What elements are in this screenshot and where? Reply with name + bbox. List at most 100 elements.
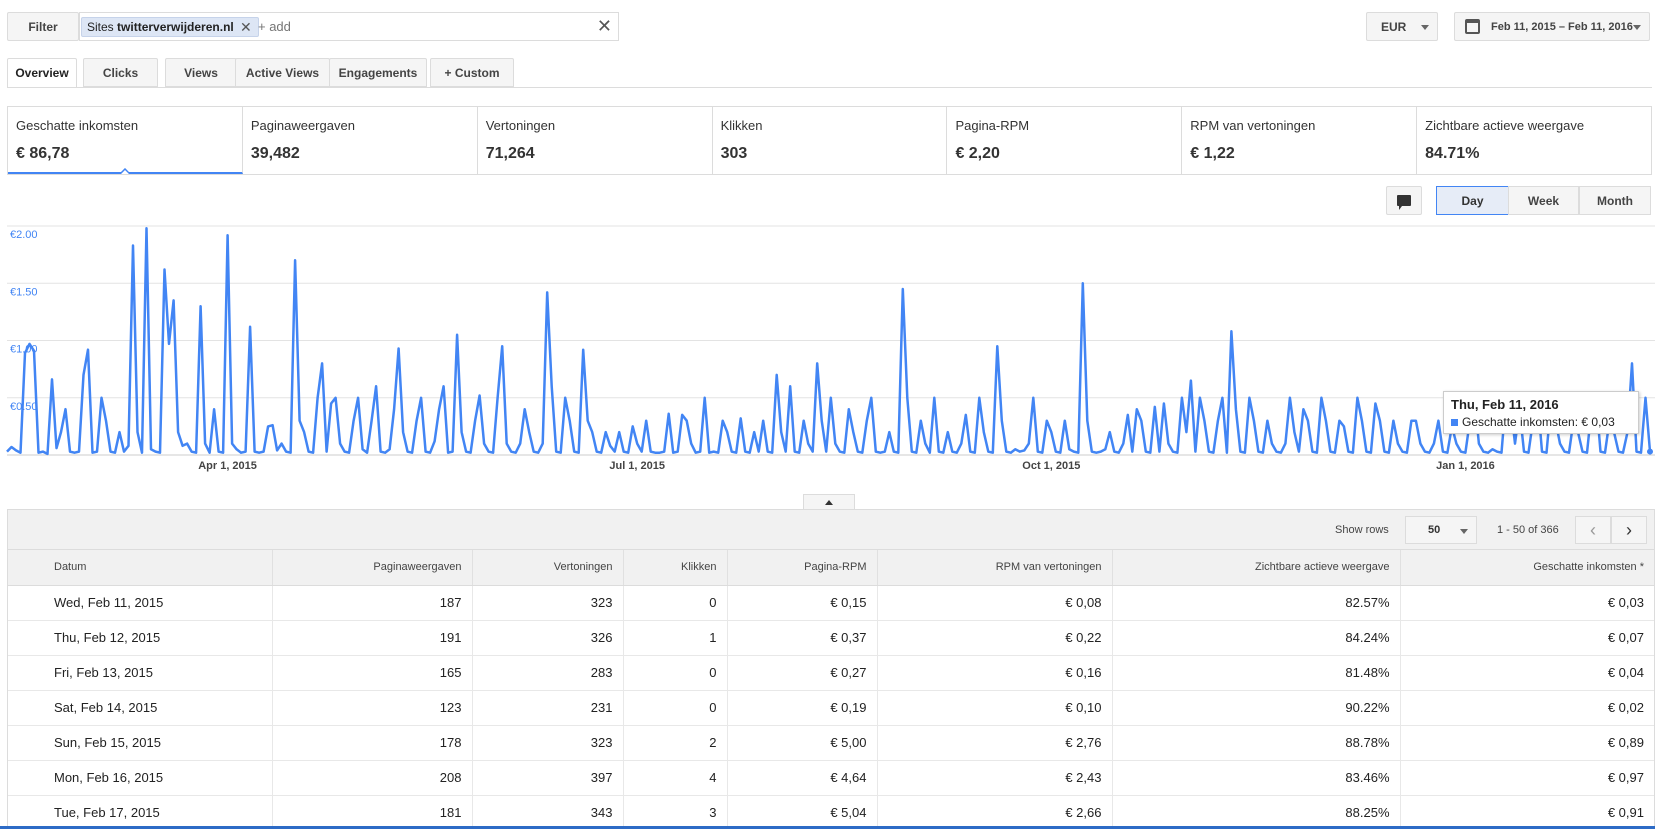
col-header-impression-rpm[interactable]: RPM van vertoningen [877, 550, 1113, 586]
cell-impressions: 323 [472, 585, 624, 621]
col-header-page-rpm[interactable]: Pagina-RPM [727, 550, 878, 586]
metric-clicks[interactable]: Klikken 303 [713, 107, 948, 174]
cell-page-rpm: € 5,04 [727, 795, 878, 829]
metric-value: € 1,22 [1190, 145, 1235, 162]
granularity-month-button[interactable]: Month [1579, 186, 1651, 215]
col-header-page-views[interactable]: Paginaweergaven [272, 550, 473, 586]
cell-impression-rpm: € 0,08 [877, 585, 1113, 621]
cell-impression-rpm: € 2,43 [877, 760, 1113, 796]
next-page-button[interactable]: › [1611, 516, 1647, 544]
cell-date: Sat, Feb 14, 2015 [8, 690, 273, 726]
cell-clicks: 1 [623, 620, 728, 656]
metric-label: Vertoningen [485, 118, 556, 133]
tooltip-value: € 0,03 [1581, 415, 1615, 429]
metric-page-views[interactable]: Paginaweergaven 39,482 [243, 107, 478, 174]
show-rows-label: Show rows [1335, 524, 1389, 536]
tabs-divider [7, 87, 1652, 88]
currency-dropdown[interactable]: EUR [1366, 12, 1438, 41]
cell-impressions: 397 [472, 760, 624, 796]
metric-estimated-earnings[interactable]: Geschatte inkomsten € 86,78 [8, 107, 243, 174]
col-header-clicks[interactable]: Klikken [623, 550, 728, 586]
clear-filter-icon[interactable]: ✕ [596, 16, 612, 36]
collapse-chart-handle[interactable] [803, 494, 855, 510]
metric-active-view-viewable[interactable]: Zichtbare actieve weergave 84.71% [1417, 107, 1651, 174]
cell-date: Wed, Feb 11, 2015 [8, 585, 273, 621]
cell-impression-rpm: € 0,10 [877, 690, 1113, 726]
cell-active-view: 88.78% [1112, 725, 1401, 761]
tab-clicks[interactable]: Clicks [83, 58, 158, 87]
cell-page-rpm: € 5,00 [727, 725, 878, 761]
tab-engagements[interactable]: Engagements [329, 58, 427, 87]
table-header-row: Datum Paginaweergaven Vertoningen Klikke… [8, 550, 1654, 586]
caret-up-icon [825, 500, 833, 505]
cell-date: Tue, Feb 17, 2015 [8, 795, 273, 829]
cell-page-rpm: € 0,15 [727, 585, 878, 621]
col-header-date[interactable]: Datum [8, 550, 273, 586]
hover-point-marker [1647, 448, 1653, 455]
metric-label: Zichtbare actieve weergave [1425, 118, 1585, 133]
metric-page-rpm[interactable]: Pagina-RPM € 2,20 [947, 107, 1183, 174]
table-pager: Show rows 50 1 - 50 of 366 ‹ › [8, 510, 1654, 550]
cell-impression-rpm: € 2,76 [877, 725, 1113, 761]
metric-label: Klikken [720, 118, 763, 133]
metrics-scorecard: Geschatte inkomsten € 86,78 Paginaweerga… [7, 106, 1652, 175]
report-table: Datum Paginaweergaven Vertoningen Klikke… [8, 550, 1654, 829]
remove-chip-icon[interactable]: ✕ [240, 19, 252, 35]
cell-date: Sun, Feb 15, 2015 [8, 725, 273, 761]
report-table-panel: Show rows 50 1 - 50 of 366 ‹ › Datum Pag… [7, 509, 1655, 829]
cell-date: Thu, Feb 12, 2015 [8, 620, 273, 656]
cell-impressions: 283 [472, 655, 624, 691]
cell-page-views: 178 [272, 725, 473, 761]
tab-active-views[interactable]: Active Views [235, 58, 330, 87]
series-line [6, 227, 1652, 456]
annotations-button[interactable] [1386, 186, 1422, 215]
cell-earnings: € 0,07 [1400, 620, 1654, 656]
metric-value: 303 [720, 145, 748, 162]
chip-value: twitterverwijderen.nl [117, 20, 234, 34]
cell-page-views: 165 [272, 655, 473, 691]
prev-page-button[interactable]: ‹ [1575, 516, 1611, 544]
filter-bar: Sites twitterverwijderen.nl ✕ ✕ [79, 12, 619, 41]
currency-label: EUR [1381, 19, 1407, 34]
granularity-week-button[interactable]: Week [1508, 186, 1579, 215]
cell-earnings: € 0,97 [1400, 760, 1654, 796]
col-header-earnings[interactable]: Geschatte inkomsten * [1400, 550, 1654, 586]
cell-impressions: 343 [472, 795, 624, 829]
cell-impression-rpm: € 2,66 [877, 795, 1113, 829]
metric-impression-rpm[interactable]: RPM van vertoningen € 1,22 [1182, 107, 1418, 174]
metric-value: € 86,78 [16, 145, 70, 162]
metric-impressions[interactable]: Vertoningen 71,264 [478, 107, 713, 174]
metric-value: € 2,20 [955, 145, 1000, 162]
y-tick-label: €2.00 [10, 229, 38, 241]
metric-value: 39,482 [250, 145, 300, 162]
metric-value: 84.71% [1425, 145, 1480, 162]
filter-button[interactable]: Filter [7, 12, 79, 41]
table-row: Sat, Feb 14, 2015 123 231 0 € 0,19 € 0,1… [8, 690, 1654, 726]
chevron-down-icon [1633, 25, 1641, 30]
tab-overview[interactable]: Overview [7, 58, 77, 88]
comment-icon [1397, 195, 1411, 210]
col-header-active-view[interactable]: Zichtbare actieve weergave [1112, 550, 1401, 586]
cell-active-view: 81.48% [1112, 655, 1401, 691]
table-row: Mon, Feb 16, 2015 208 397 4 € 4,64 € 2,4… [8, 760, 1654, 796]
add-filter-input[interactable] [258, 19, 458, 34]
cell-date: Fri, Feb 13, 2015 [8, 655, 273, 691]
col-header-impressions[interactable]: Vertoningen [472, 550, 624, 586]
rows-per-page-dropdown[interactable]: 50 [1405, 516, 1477, 544]
cell-page-rpm: € 0,27 [727, 655, 878, 691]
x-tick-label: Apr 1, 2015 [198, 460, 257, 472]
cell-earnings: € 0,02 [1400, 690, 1654, 726]
cell-active-view: 82.57% [1112, 585, 1401, 621]
chevron-down-icon [1460, 529, 1468, 534]
rows-per-page-value: 50 [1428, 524, 1441, 536]
cell-clicks: 0 [623, 585, 728, 621]
cell-active-view: 88.25% [1112, 795, 1401, 829]
granularity-day-button[interactable]: Day [1436, 186, 1509, 215]
tab-custom[interactable]: + Custom [430, 58, 514, 87]
cell-impression-rpm: € 0,16 [877, 655, 1113, 691]
date-range-label: Feb 11, 2015 – Feb 11, 2016 [1491, 20, 1633, 33]
cell-impressions: 231 [472, 690, 624, 726]
tab-views[interactable]: Views [165, 58, 237, 87]
date-range-picker[interactable]: Feb 11, 2015 – Feb 11, 2016 [1454, 12, 1650, 41]
